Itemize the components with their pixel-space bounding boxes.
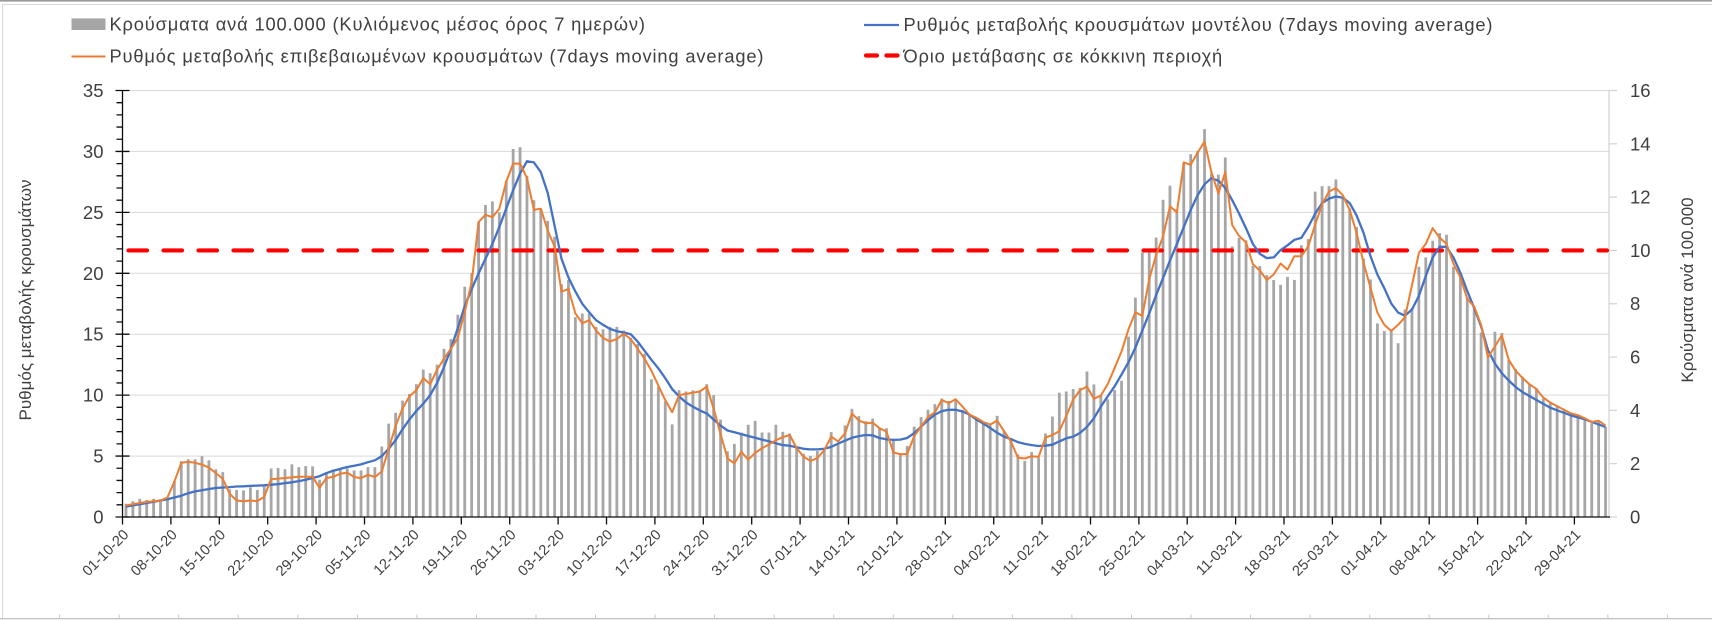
- svg-text:Κρούσματα ανά 100.000 (Κυλιόμε: Κρούσματα ανά 100.000 (Κυλιόμενος μέσος …: [110, 14, 646, 35]
- svg-text:6: 6: [1630, 347, 1640, 368]
- svg-text:4: 4: [1630, 400, 1640, 421]
- svg-text:0: 0: [93, 507, 103, 528]
- svg-text:Ρυθμός μεταβολής κρουσμάτων: Ρυθμός μεταβολής κρουσμάτων: [16, 180, 35, 421]
- svg-text:Κρούσματα ανά 100.000: Κρούσματα ανά 100.000: [1678, 197, 1697, 382]
- svg-text:Όριο μετάβασης σε κόκκινη περι: Όριο μετάβασης σε κόκκινη περιοχή: [903, 46, 1224, 67]
- svg-text:10: 10: [83, 385, 104, 406]
- svg-text:35: 35: [83, 80, 104, 101]
- svg-text:8: 8: [1630, 293, 1640, 314]
- svg-text:Ρυθμός μεταβολής επιβεβαιωμένω: Ρυθμός μεταβολής επιβεβαιωμένων κρουσμάτ…: [110, 46, 765, 67]
- svg-text:20: 20: [83, 263, 104, 284]
- svg-text:30: 30: [83, 141, 104, 162]
- svg-text:0: 0: [1630, 507, 1640, 528]
- svg-text:25: 25: [83, 202, 104, 223]
- svg-text:15: 15: [83, 324, 104, 345]
- svg-text:10: 10: [1630, 240, 1651, 261]
- svg-text:5: 5: [93, 446, 103, 467]
- svg-text:Ρυθμός μεταβολής κρουσμάτων μο: Ρυθμός μεταβολής κρουσμάτων μοντέλου (7d…: [904, 14, 1494, 35]
- svg-text:16: 16: [1630, 80, 1651, 101]
- svg-text:2: 2: [1630, 453, 1640, 474]
- svg-text:12: 12: [1630, 187, 1651, 208]
- svg-text:14: 14: [1630, 133, 1651, 154]
